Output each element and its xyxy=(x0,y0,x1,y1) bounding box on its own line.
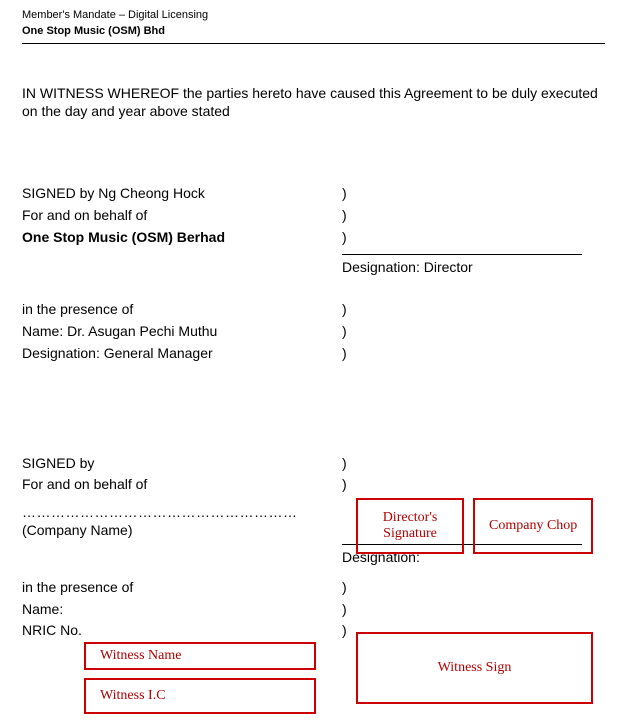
annotation-directors-signature: Director's Signature xyxy=(356,498,464,554)
bracket: ) xyxy=(342,227,350,249)
header-subtitle: Member's Mandate – Digital Licensing xyxy=(22,8,605,22)
annotation-witness-name: Witness Name xyxy=(84,642,316,670)
bracket: ) xyxy=(342,577,350,599)
witness-desig-line: Designation: General Manager xyxy=(22,343,342,365)
header-rule xyxy=(22,43,605,44)
bracket: ) xyxy=(342,299,350,321)
annotation-witness-ic: Witness I.C xyxy=(84,678,316,714)
annotation-witness-sign: Witness Sign xyxy=(356,632,593,704)
bracket: ) xyxy=(342,620,350,642)
entity-name: One Stop Music (OSM) Berhad xyxy=(22,227,342,249)
bracket: ) xyxy=(342,205,350,227)
designation-line: Designation: Director xyxy=(342,254,582,275)
signature-block-1: SIGNED by Ng Cheong Hock ) For and on be… xyxy=(22,183,605,364)
annotation-company-chop: Company Chop xyxy=(473,498,593,554)
presence-line-2: in the presence of xyxy=(22,577,342,599)
witness-name-line: Name: Dr. Asugan Pechi Muthu xyxy=(22,321,342,343)
signed-by-line: SIGNED by Ng Cheong Hock xyxy=(22,183,342,205)
bracket: ) xyxy=(342,321,350,343)
bracket: ) xyxy=(342,183,350,205)
witness-clause: IN WITNESS WHEREOF the parties hereto ha… xyxy=(22,84,605,122)
bracket: ) xyxy=(342,474,350,496)
document-page: Member's Mandate – Digital Licensing One… xyxy=(0,0,627,652)
header-title: One Stop Music (OSM) Bhd xyxy=(22,24,605,38)
for-behalf-line: For and on behalf of xyxy=(22,205,342,227)
presence-line: in the presence of xyxy=(22,299,342,321)
bracket: ) xyxy=(342,453,350,475)
bracket: ) xyxy=(342,343,350,365)
for-behalf-line-2: For and on behalf of xyxy=(22,474,342,496)
name-label-line: Name: xyxy=(22,599,342,621)
signed-by-line-2: SIGNED by xyxy=(22,453,342,475)
nric-label-line: NRIC No. xyxy=(22,620,342,642)
bracket: ) xyxy=(342,599,350,621)
